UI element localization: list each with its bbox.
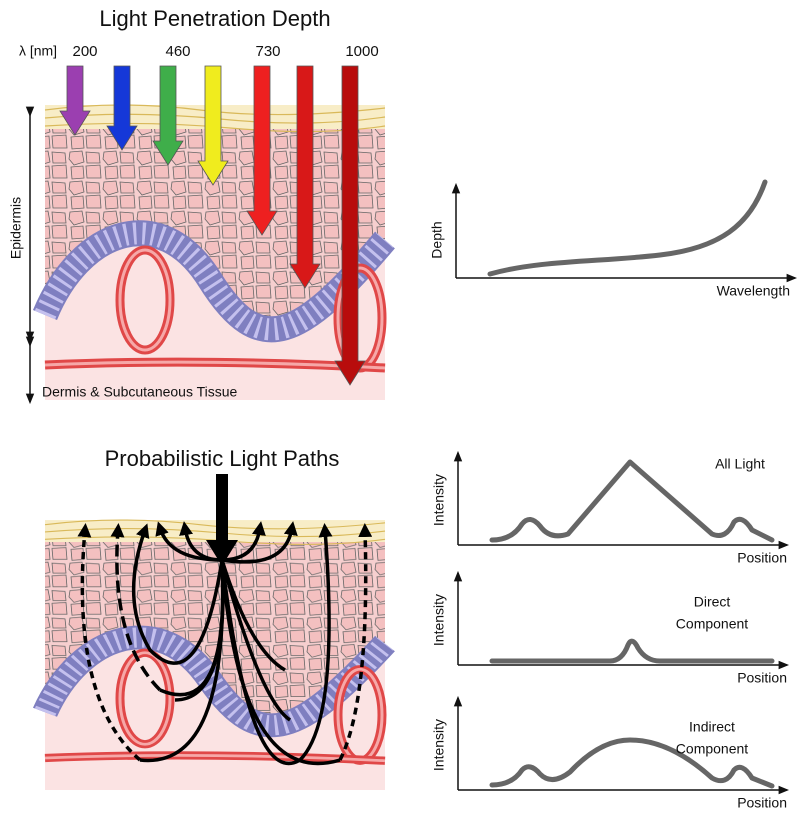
y-axis-label: Depth [429,221,445,258]
wavelength-label: 1000 [345,43,378,60]
y-axis-label: Intensity [431,719,447,771]
x-axis-label: Position [737,550,787,566]
intensity-curve [489,737,775,789]
title: Light Penetration Depth [99,6,330,31]
plot-label: Direct [694,594,731,610]
light-arrow [289,65,321,289]
light-paths [77,474,373,766]
light-arrow [106,65,138,151]
title: Probabilistic Light Paths [105,446,340,471]
plot-label: Component [676,741,748,757]
dermis-label: Dermis & Subcutaneous Tissue [42,384,238,400]
y-axis-label: Intensity [431,594,447,646]
light-arrow [197,65,229,186]
plot-label: Indirect [689,719,735,735]
plot-label: All Light [715,456,765,472]
intensity-curve [489,459,775,543]
light-arrows [59,65,366,386]
light-arrow [152,65,184,166]
y-axis-label: Intensity [431,474,447,526]
x-axis-label: Position [737,670,787,686]
intensity-curve [489,638,775,664]
light-arrow [246,65,278,236]
x-axis-label: Wavelength [717,283,790,299]
wavelength-unit: λ [nm] [19,43,57,59]
plot-label: Component [676,616,748,632]
wavelength-label: 200 [72,43,97,60]
wavelength-label: 730 [255,43,280,60]
light-arrow [334,65,366,386]
depth-curve [487,179,768,277]
light-arrow [59,65,91,136]
x-axis-label: Position [737,795,787,811]
epidermis-label: Epidermis [8,197,24,259]
wavelength-label: 460 [165,43,190,60]
